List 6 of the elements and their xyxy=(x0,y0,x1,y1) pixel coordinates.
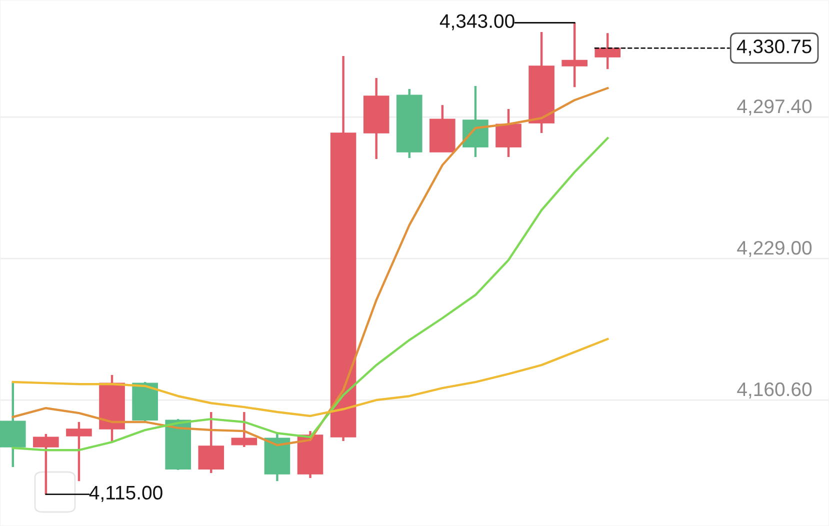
y-tick-label: 4,297.40 xyxy=(737,99,812,116)
annotation: 4,115.00 xyxy=(89,486,162,502)
annotation: 4,343.00 xyxy=(440,14,514,30)
ref-line-label: 4,330.75 xyxy=(736,40,812,56)
y-tick-label: 4,160.60 xyxy=(737,382,812,398)
y-tick-label: 4,229.00 xyxy=(737,240,812,258)
